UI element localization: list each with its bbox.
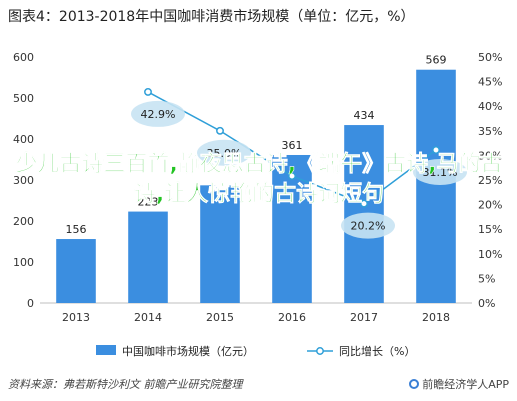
y-left-tick-label: 500	[13, 92, 34, 105]
chart-title: 图表4：2013-2018年中国咖啡消费市场规模（单位：亿元，%）	[8, 9, 415, 25]
bar-value-label: 156	[66, 223, 87, 236]
y-right-tick-label: 30%	[478, 149, 502, 162]
bar-value-label: 569	[426, 54, 447, 67]
source-note: 资料来源：弗若斯特沙利文 前瞻产业研究院整理	[8, 378, 243, 391]
bar-value-label: 361	[282, 139, 303, 152]
y-right-tick-label: 40%	[478, 100, 502, 113]
bar-value-label: 223	[138, 196, 159, 209]
x-tick-label: 2015	[206, 311, 234, 324]
growth-point-2016	[288, 172, 296, 181]
growth-point-2015	[216, 126, 224, 135]
y-left-tick-label: 300	[13, 174, 34, 187]
growth-value-label: 31.1%	[423, 166, 458, 179]
brand: 前瞻经济学人APP	[409, 376, 509, 392]
overlay-text: 少儿古诗三百首,静夜思古诗,《端午》古诗,马的古诗,让人惊艳的古诗词短句	[15, 152, 503, 208]
x-tick-label: 2018	[422, 311, 450, 324]
y-right-tick-label: 15%	[478, 223, 502, 236]
y-left-tick-label: 0	[27, 297, 34, 310]
y-left-tick-label: 100	[13, 256, 34, 269]
growth-point-2018	[432, 146, 440, 154]
y-left-tick-label: 200	[13, 215, 34, 228]
growth-value-label: 35.0%	[207, 147, 242, 160]
bar-2015	[200, 185, 240, 303]
y-left-tick-label: 400	[13, 133, 34, 146]
growth-point-2017	[360, 199, 368, 208]
growth-label-bubble	[131, 100, 185, 127]
y-right-tick-label: 25%	[478, 174, 502, 187]
bar-2014	[128, 211, 168, 303]
legend-bar-label: 中国咖啡市场规模（亿元）	[122, 344, 254, 358]
y-right-tick-label: 5%	[478, 272, 495, 285]
x-tick-label: 2016	[278, 311, 306, 324]
y-right-tick-label: 45%	[478, 76, 502, 89]
x-tick-label: 2013	[62, 311, 90, 324]
y-left-tick-label: 600	[13, 51, 34, 64]
legend-line-marker	[316, 347, 324, 355]
brand-label: 前瞻经济学人APP	[422, 378, 509, 391]
x-tick-label: 2014	[134, 311, 162, 324]
y-right-tick-label: 0%	[478, 297, 495, 310]
legend-bar-swatch	[96, 345, 116, 355]
y-right-tick-label: 50%	[478, 51, 502, 64]
growth-label-bubble	[197, 139, 251, 166]
growth-value-label: 20.2%	[351, 220, 386, 233]
x-tick-label: 2017	[350, 311, 378, 324]
bar-2018	[416, 69, 456, 304]
brand-logo-icon	[409, 379, 420, 389]
growth-point-2014	[144, 87, 152, 96]
y-right-tick-label: 20%	[478, 199, 502, 212]
growth-label-bubble	[341, 212, 395, 239]
bar-2013	[56, 239, 96, 303]
y-right-tick-label: 10%	[478, 248, 502, 261]
bar-value-label: 434	[354, 109, 375, 122]
growth-value-label: 42.9%	[141, 108, 176, 121]
legend-line-label: 同比增长（%）	[339, 344, 415, 358]
y-right-tick-label: 35%	[478, 125, 502, 138]
growth-label-bubble	[413, 158, 467, 185]
